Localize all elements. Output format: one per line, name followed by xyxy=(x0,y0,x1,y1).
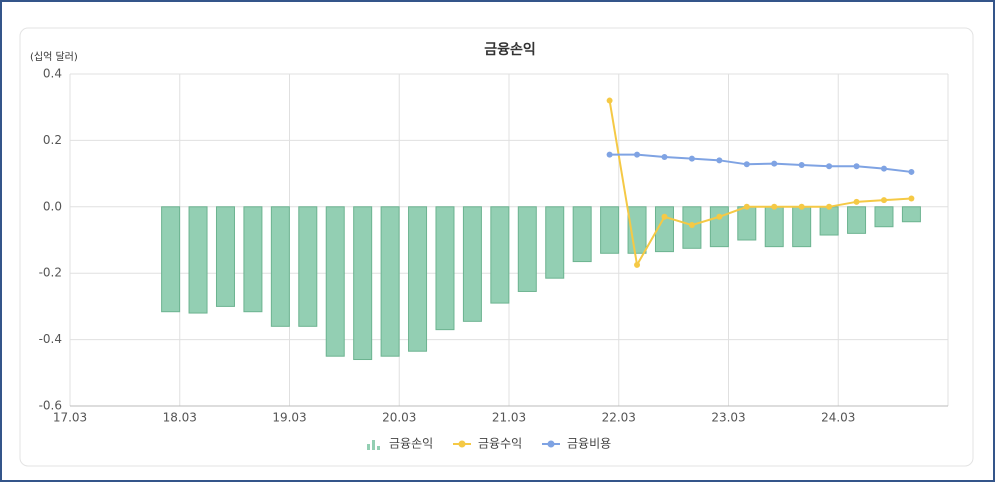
y-tick-label: 0.4 xyxy=(43,67,62,81)
bar xyxy=(874,206,894,228)
legend-icon xyxy=(372,440,375,450)
point xyxy=(743,161,750,168)
legend-icon xyxy=(367,444,370,450)
x-tick-label: 24.03 xyxy=(821,411,855,425)
y-tick-label: -0.4 xyxy=(39,332,62,346)
point xyxy=(826,163,833,170)
point xyxy=(606,151,613,158)
legend-icon xyxy=(377,446,380,450)
bar xyxy=(901,206,921,223)
y-tick-label: 0.2 xyxy=(43,133,62,147)
bar xyxy=(215,206,235,307)
point xyxy=(743,203,750,210)
point xyxy=(688,155,695,162)
bar xyxy=(792,206,812,248)
point xyxy=(771,160,778,167)
bar xyxy=(709,206,729,248)
legend-label: 금융수익 xyxy=(478,437,522,451)
y-tick-label: -0.2 xyxy=(39,266,62,280)
bar xyxy=(490,206,510,304)
y-tick-label: 0.0 xyxy=(43,199,62,213)
point xyxy=(853,198,860,205)
point xyxy=(606,97,613,104)
point xyxy=(908,168,915,175)
point xyxy=(661,213,668,220)
chart-title: 금융손익 xyxy=(484,41,536,58)
bar xyxy=(847,206,867,234)
x-tick-label: 21.03 xyxy=(492,411,526,425)
x-tick-label: 19.03 xyxy=(272,411,306,425)
legend-icon xyxy=(458,440,466,448)
point xyxy=(798,161,805,168)
point xyxy=(634,261,641,268)
bar xyxy=(737,206,757,241)
bar xyxy=(188,206,208,314)
bar xyxy=(161,206,181,313)
legend-icon xyxy=(547,440,555,448)
point xyxy=(908,195,915,202)
bar xyxy=(764,206,784,248)
bar xyxy=(600,206,620,254)
point xyxy=(716,213,723,220)
bar xyxy=(517,206,537,292)
legend-label: 금융비용 xyxy=(567,437,611,451)
point xyxy=(853,163,860,170)
bar xyxy=(572,206,592,263)
legend-label: 금융손익 xyxy=(389,437,433,451)
x-tick-label: 22.03 xyxy=(602,411,636,425)
bar xyxy=(435,206,455,331)
point xyxy=(880,197,887,204)
point xyxy=(716,157,723,164)
point xyxy=(798,203,805,210)
point xyxy=(880,165,887,172)
x-tick-label: 18.03 xyxy=(163,411,197,425)
bar xyxy=(298,206,318,327)
line xyxy=(609,153,912,173)
point xyxy=(826,203,833,210)
point xyxy=(688,222,695,229)
bar xyxy=(270,206,290,327)
bar xyxy=(545,206,565,279)
bar xyxy=(408,206,428,352)
bar xyxy=(462,206,482,322)
y-tick-label: -0.6 xyxy=(39,399,62,413)
point xyxy=(634,151,641,158)
bar xyxy=(325,206,345,357)
x-tick-label: 20.03 xyxy=(382,411,416,425)
bar xyxy=(243,206,263,313)
line xyxy=(608,100,912,268)
x-tick-label: 23.03 xyxy=(711,411,745,425)
point xyxy=(661,154,668,160)
bar xyxy=(380,206,400,357)
bar xyxy=(819,206,839,236)
x-tick-label: 17.03 xyxy=(53,411,87,425)
bar xyxy=(353,206,373,361)
point xyxy=(771,203,778,210)
y-axis-label: (십억 달러) xyxy=(30,51,78,63)
